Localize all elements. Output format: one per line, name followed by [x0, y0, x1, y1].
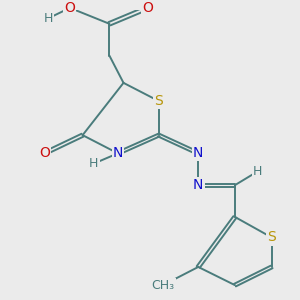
Text: CH₃: CH₃: [152, 279, 175, 292]
Text: O: O: [39, 146, 50, 160]
Text: H: H: [253, 165, 262, 178]
Text: S: S: [267, 230, 276, 244]
Text: H: H: [44, 12, 53, 25]
Text: O: O: [64, 1, 75, 15]
Text: H: H: [89, 157, 99, 170]
Text: N: N: [113, 146, 123, 160]
Text: S: S: [154, 94, 163, 108]
Text: O: O: [142, 1, 153, 15]
Text: N: N: [193, 178, 203, 192]
Text: N: N: [193, 146, 203, 160]
